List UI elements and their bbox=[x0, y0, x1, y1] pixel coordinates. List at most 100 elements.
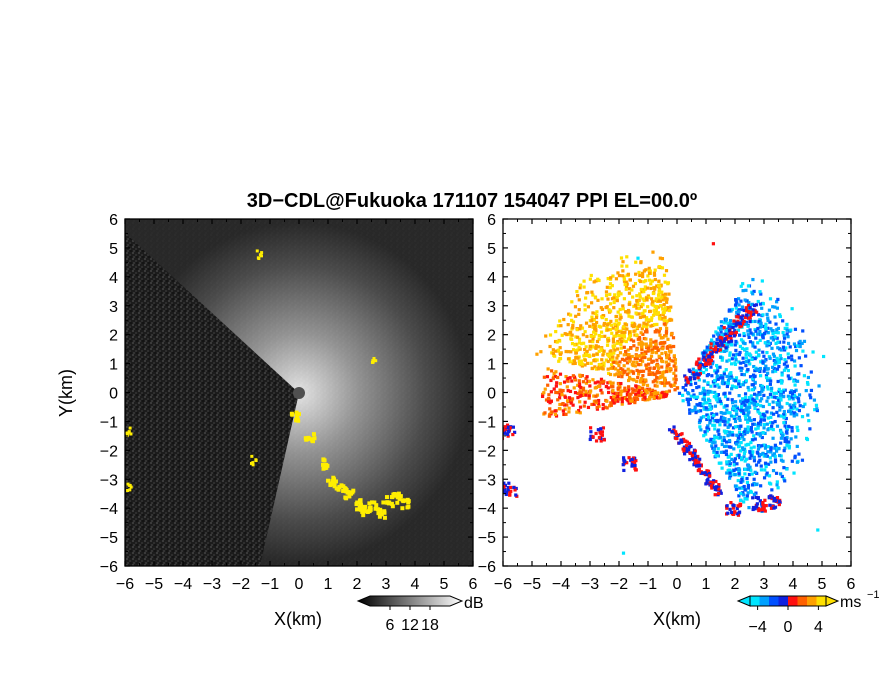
velocity-pixel bbox=[584, 345, 588, 349]
velocity-pixel bbox=[729, 433, 733, 437]
velocity-pixel bbox=[729, 362, 734, 366]
velocity-pixel bbox=[720, 356, 725, 360]
velocity-pixel bbox=[672, 377, 676, 381]
velocity-pixel bbox=[752, 459, 757, 463]
velocity-pixel bbox=[606, 323, 610, 327]
highlight-pixel bbox=[358, 498, 363, 503]
velocity-pixel bbox=[720, 339, 724, 343]
velocity-pixel bbox=[768, 456, 772, 460]
velocity-pixel bbox=[656, 364, 660, 368]
velocity-pixel bbox=[746, 303, 751, 308]
velocity-pixel bbox=[765, 399, 769, 403]
highlight-pixel bbox=[355, 507, 360, 512]
velocity-pixel bbox=[623, 386, 627, 390]
velocity-pixel bbox=[613, 297, 617, 301]
velocity-pixel bbox=[650, 300, 655, 304]
colorbar-segment bbox=[759, 596, 770, 606]
velocity-pixel bbox=[710, 362, 715, 366]
velocity-pixel bbox=[558, 352, 563, 356]
velocity-pixel bbox=[621, 463, 625, 467]
velocity-pixel bbox=[739, 405, 744, 409]
velocity-pixel bbox=[662, 377, 667, 381]
velocity-pixel bbox=[646, 286, 650, 290]
velocity-pixel bbox=[792, 379, 796, 383]
velocity-pixel bbox=[792, 411, 797, 415]
velocity-pixel bbox=[746, 491, 750, 495]
velocity-pixel bbox=[771, 370, 775, 374]
velocity-pixel bbox=[792, 403, 796, 408]
velocity-pixel bbox=[662, 310, 666, 314]
velocity-pixel bbox=[644, 351, 648, 356]
velocity-pixel bbox=[583, 308, 587, 312]
velocity-pixel bbox=[770, 488, 774, 492]
highlight-pixel bbox=[125, 433, 129, 437]
velocity-pixel bbox=[697, 357, 701, 361]
velocity-pixel bbox=[625, 282, 629, 286]
velocity-pixel bbox=[772, 358, 776, 363]
y-tick-label: 0 bbox=[109, 386, 118, 403]
velocity-pixel bbox=[594, 279, 598, 283]
velocity-pixel bbox=[768, 320, 772, 324]
highlight-pixel bbox=[294, 418, 299, 423]
velocity-pixel bbox=[748, 456, 752, 460]
velocity-pixel bbox=[735, 301, 739, 305]
velocity-pixel bbox=[717, 487, 721, 491]
velocity-pixel bbox=[696, 454, 700, 459]
x-tick-label: −3 bbox=[581, 576, 599, 593]
velocity-pixel bbox=[738, 366, 742, 370]
velocity-pixel bbox=[620, 334, 624, 338]
velocity-pixel bbox=[691, 408, 695, 413]
velocity-pixel bbox=[731, 406, 735, 411]
velocity-pixel bbox=[735, 506, 739, 511]
velocity-pixel bbox=[758, 366, 762, 371]
velocity-pixel bbox=[784, 360, 788, 364]
velocity-pixel bbox=[779, 430, 783, 434]
velocity-pixel bbox=[593, 296, 598, 300]
velocity-pixel bbox=[795, 460, 799, 464]
velocity-pixel bbox=[745, 480, 750, 485]
velocity-pixel bbox=[594, 399, 598, 403]
velocity-pixel bbox=[555, 381, 559, 385]
velocity-pixel bbox=[599, 432, 603, 436]
velocity-pixel bbox=[576, 383, 580, 387]
velocity-pixel bbox=[719, 417, 723, 421]
velocity-pixel bbox=[588, 384, 592, 388]
velocity-pixel bbox=[642, 321, 646, 325]
velocity-pixel bbox=[625, 397, 629, 402]
velocity-pixel bbox=[762, 476, 767, 480]
velocity-pixel bbox=[583, 400, 587, 404]
velocity-pixel bbox=[707, 360, 711, 364]
velocity-pixel bbox=[778, 313, 782, 317]
velocity-pixel bbox=[586, 361, 590, 365]
velocity-pixel bbox=[746, 333, 750, 337]
velocity-pixel bbox=[684, 376, 688, 380]
velocity-pixel bbox=[599, 306, 603, 310]
velocity-pixel bbox=[692, 373, 696, 377]
velocity-pixel bbox=[578, 327, 582, 331]
velocity-pixel bbox=[641, 324, 646, 328]
left-colorbar-unit: dB bbox=[464, 595, 484, 612]
velocity-pixel bbox=[749, 310, 753, 314]
velocity-pixel bbox=[795, 444, 799, 449]
right-colorbar-unit-exponent: −1 bbox=[867, 589, 880, 601]
highlight-pixel bbox=[330, 482, 335, 487]
velocity-pixel bbox=[607, 354, 611, 359]
velocity-pixel bbox=[608, 352, 612, 356]
velocity-pixel bbox=[746, 408, 750, 413]
velocity-pixel bbox=[783, 446, 787, 450]
velocity-pixel bbox=[758, 423, 763, 427]
velocity-pixel bbox=[745, 430, 749, 435]
left-colorbar-ticks: 6 12 18 bbox=[386, 606, 439, 634]
velocity-pixel bbox=[610, 284, 614, 288]
velocity-pixel bbox=[616, 310, 620, 314]
velocity-pixel bbox=[759, 464, 763, 468]
velocity-pixel bbox=[683, 374, 687, 378]
velocity-pixel bbox=[788, 345, 792, 349]
velocity-pixel bbox=[740, 477, 744, 481]
velocity-pixel bbox=[652, 309, 656, 313]
velocity-pixel bbox=[751, 332, 755, 336]
velocity-pixel bbox=[736, 328, 741, 332]
highlight-pixel bbox=[363, 509, 368, 514]
velocity-pixel bbox=[773, 305, 777, 309]
velocity-pixel bbox=[782, 449, 786, 453]
